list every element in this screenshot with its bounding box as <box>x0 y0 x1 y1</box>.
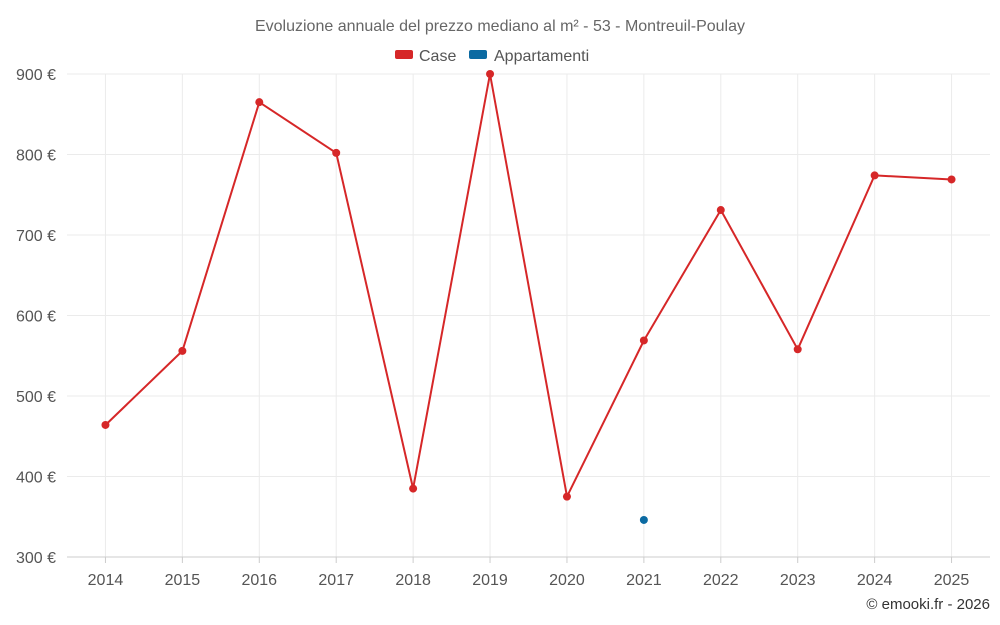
x-tick-label: 2019 <box>472 572 508 589</box>
data-point-case[interactable] <box>870 171 879 180</box>
data-point-appartamenti[interactable] <box>639 515 648 524</box>
x-tick-label: 2018 <box>395 572 431 589</box>
legend-label-appartamenti: Appartamenti <box>494 48 589 65</box>
x-tick-label: 2021 <box>626 572 662 589</box>
x-tick-label: 2014 <box>88 572 124 589</box>
series-line-case <box>104 73 952 498</box>
series <box>101 70 956 524</box>
legend-swatch-case <box>395 50 413 59</box>
legend-swatch-appartamenti <box>469 50 487 59</box>
y-tick-label: 300 € <box>16 550 56 567</box>
data-point-case[interactable] <box>639 336 648 345</box>
x-tick-label: 2016 <box>241 572 277 589</box>
y-tick-label: 500 € <box>16 389 56 406</box>
data-point-case[interactable] <box>793 345 802 354</box>
data-point-case[interactable] <box>716 206 725 215</box>
x-tick-labels: 2014 2015 2016 2017 2018 2019 2020 2021 2022 2023… <box>88 572 970 589</box>
axes <box>67 556 990 563</box>
data-point-case[interactable] <box>101 420 110 429</box>
chart-title: Evoluzione annuale del prezzo mediano al… <box>255 18 745 35</box>
credit-text: © emooki.fr - 2026 <box>866 596 990 613</box>
legend-item-case[interactable]: Case <box>395 48 456 65</box>
legend-item-appartamenti[interactable]: Appartamenti <box>469 48 589 65</box>
data-point-case[interactable] <box>486 70 495 78</box>
data-point-case[interactable] <box>562 492 571 501</box>
data-point-case[interactable] <box>332 148 341 157</box>
y-tick-labels: 300 € 400 € 500 € 600 € 700 € 800 € 900 € <box>16 67 56 567</box>
x-tick-label: 2022 <box>703 572 739 589</box>
x-tick-label: 2015 <box>165 572 201 589</box>
x-tick-label: 2024 <box>857 572 893 589</box>
x-tick-label: 2025 <box>934 572 970 589</box>
legend-label-case: Case <box>419 48 456 65</box>
y-tick-label: 900 € <box>16 67 56 84</box>
y-tick-label: 800 € <box>16 148 56 165</box>
data-point-case[interactable] <box>947 175 956 184</box>
legend: Case Appartamenti <box>395 48 589 65</box>
data-point-case[interactable] <box>178 346 187 355</box>
grid <box>67 73 990 557</box>
y-tick-label: 600 € <box>16 309 56 326</box>
data-point-case[interactable] <box>409 484 418 493</box>
data-point-case[interactable] <box>255 98 264 107</box>
x-tick-label: 2020 <box>549 572 585 589</box>
y-tick-label: 400 € <box>16 470 56 487</box>
y-tick-label: 700 € <box>16 228 56 245</box>
x-tick-label: 2023 <box>780 572 816 589</box>
x-tick-label: 2017 <box>318 572 354 589</box>
